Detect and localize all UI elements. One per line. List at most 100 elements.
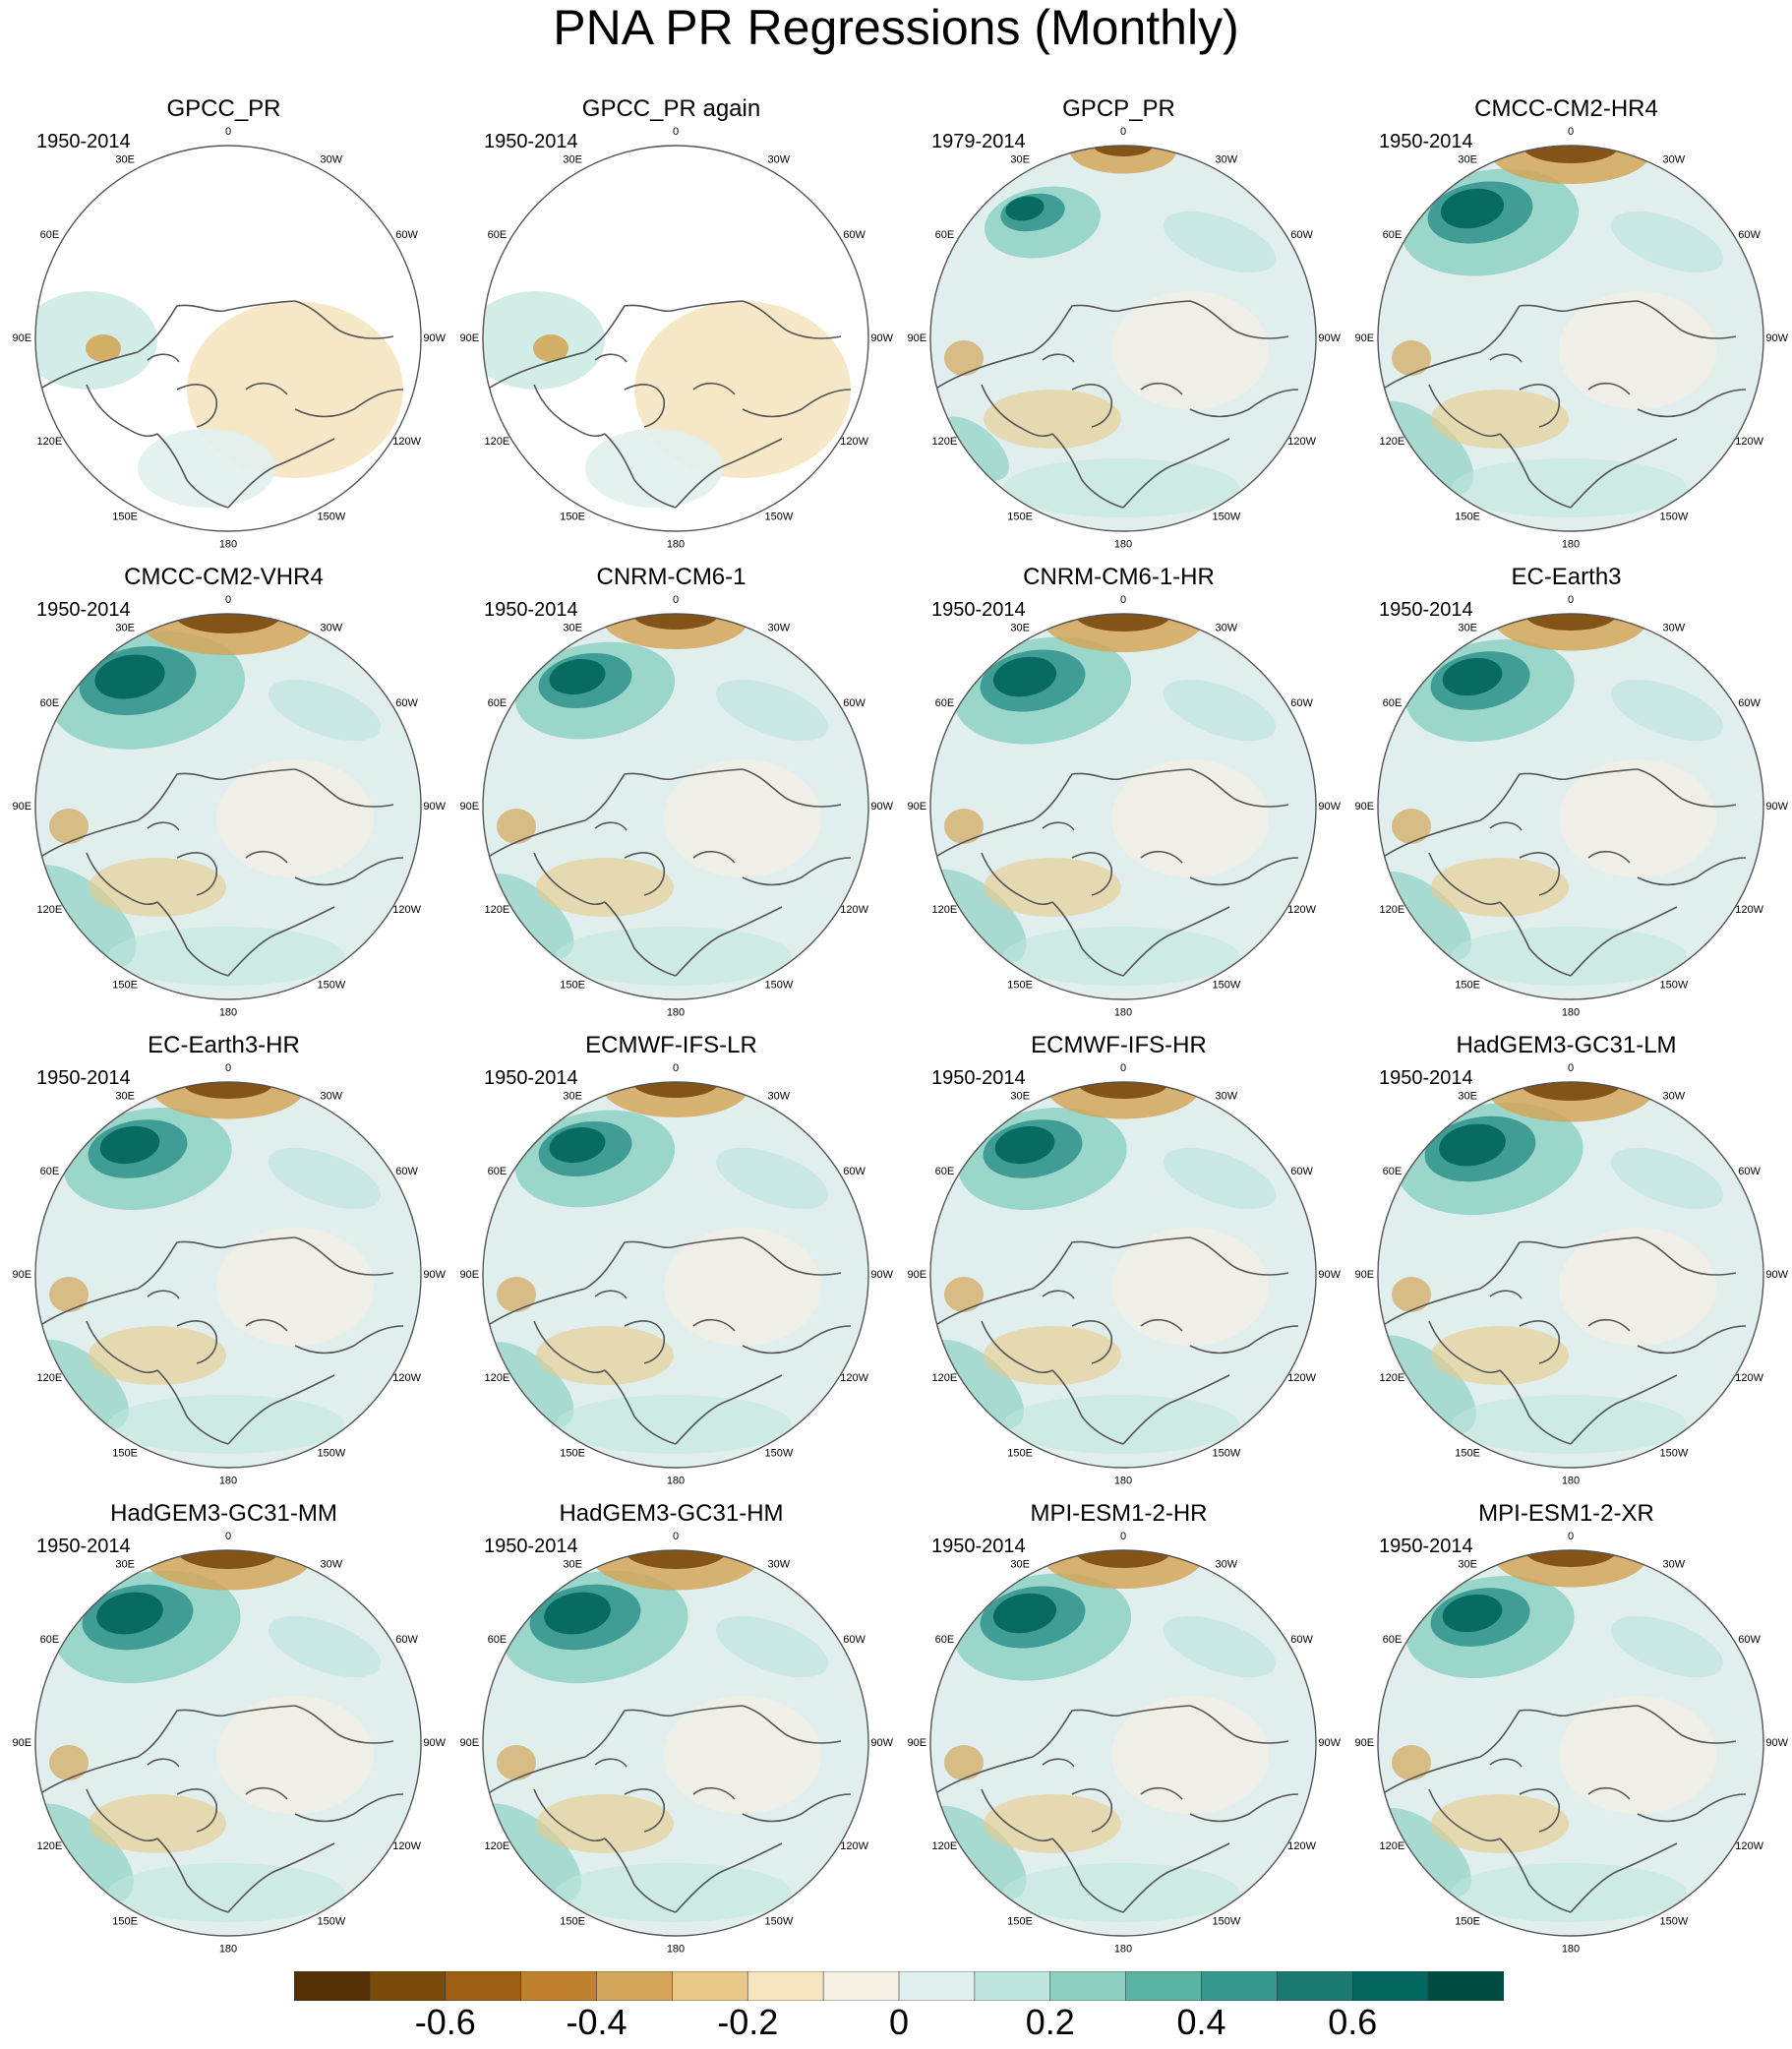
colorbar-swatch — [445, 1971, 522, 2001]
panel-period: 1950-2014 — [1379, 1067, 1473, 1089]
neutral-field — [216, 1696, 374, 1814]
longitude-label: 180 — [1562, 1007, 1580, 1019]
longitude-label: 90E — [459, 332, 479, 344]
coastline — [1428, 852, 1501, 905]
panel-period: 1950-2014 — [1379, 599, 1473, 621]
negative-anomaly — [984, 1794, 1121, 1853]
coastline — [1637, 1325, 1747, 1355]
neutral-field — [216, 759, 374, 877]
coastline — [604, 901, 677, 977]
longitude-label: 0 — [1120, 1062, 1126, 1074]
coastline — [1189, 1793, 1299, 1823]
coastline — [38, 768, 296, 859]
longitude-label: 150W — [1659, 1448, 1688, 1460]
panel-period: 1950-2014 — [931, 1067, 1026, 1089]
longitude-label: 120E — [932, 436, 958, 448]
coastline — [742, 389, 852, 418]
longitude-label: 120W — [392, 436, 421, 448]
longitude-label: 30W — [321, 1558, 343, 1570]
longitude-label: 150E — [560, 980, 585, 992]
coastline — [675, 438, 783, 509]
negative-anomaly — [49, 1745, 89, 1780]
longitude-label: 60E — [1383, 1634, 1403, 1646]
negative-anomaly — [176, 1550, 280, 1569]
longitude-label: 120E — [932, 904, 958, 916]
polar-map: 180 150E 120E 90E 60E 30E 0 30W 60W 90W 120W 150W — [459, 594, 893, 1018]
coastline — [1489, 1290, 1523, 1299]
longitude-label: 30E — [563, 622, 582, 633]
longitude-label: 60E — [488, 1166, 508, 1177]
map-panel: ECMWF-IFS-HR 1950-2014 180 150E 120E 90E 60E 30… — [895, 1031, 1343, 1498]
coastline — [156, 1369, 229, 1445]
coastline — [692, 1318, 736, 1332]
negative-anomaly — [1077, 1082, 1169, 1099]
polar-map: 180 150E 120E 90E 60E 30E 0 30W 60W 90W 120W 150W — [459, 126, 893, 550]
longitude-label: 120E — [485, 1840, 510, 1852]
coastline — [594, 353, 627, 363]
longitude-label: 150E — [560, 512, 585, 523]
positive-anomaly — [715, 1147, 829, 1210]
positive-anomaly — [715, 679, 829, 742]
longitude-label: 150W — [1659, 980, 1688, 992]
coastline — [294, 768, 394, 808]
longitude-label: 30W — [321, 622, 343, 633]
neutral-field — [1559, 759, 1716, 877]
longitude-label: 90E — [907, 1269, 926, 1281]
coastline — [1570, 1842, 1678, 1913]
coastline — [594, 821, 627, 831]
longitude-label: 150E — [1455, 980, 1480, 992]
coastline — [1122, 438, 1230, 509]
colorbar-swatch — [1351, 1971, 1429, 2001]
longitude-label: 0 — [673, 126, 679, 138]
longitude-label: 180 — [667, 1944, 685, 1956]
longitude-label: 60E — [935, 697, 955, 709]
polar-map: 180 150E 120E 90E 60E 30E 0 30W 60W 90W 120W 150W — [12, 1531, 446, 1955]
longitude-label: 90E — [12, 1269, 31, 1281]
colorbar-swatch — [1427, 1971, 1504, 2001]
coastline — [486, 1705, 744, 1795]
map-panel: EC-Earth3 1950-2014 180 150E 120E 90E 60E 30E 0 3… — [1343, 563, 1790, 1030]
longitude-label: 120W — [1287, 436, 1316, 448]
positive-anomaly — [1610, 679, 1724, 742]
positive-anomaly — [94, 654, 165, 699]
polar-map: 180 150E 120E 90E 60E 30E 0 30W 60W 90W 120W 150W — [907, 1062, 1341, 1486]
positive-anomaly — [268, 679, 382, 742]
coastline — [294, 300, 394, 339]
coastline — [604, 1838, 677, 1913]
negative-anomaly — [1392, 809, 1431, 844]
map-panel: EC-Earth3-HR 1950-2014 180 150E 120E 90E 60E 30… — [0, 1031, 448, 1498]
coastline — [227, 906, 335, 977]
longitude-label: 90W — [1765, 1269, 1788, 1281]
coastline — [533, 852, 606, 905]
coastline — [1428, 1788, 1501, 1841]
land-field — [35, 291, 157, 390]
colorbar-swatch — [294, 1971, 371, 2001]
coastline — [1189, 857, 1299, 886]
coastline — [1042, 821, 1075, 831]
negative-anomaly — [984, 390, 1121, 449]
map-field — [483, 1082, 868, 1468]
land-field — [533, 334, 568, 362]
map-field — [483, 146, 868, 531]
longitude-label: 60W — [395, 697, 418, 709]
map-field — [1378, 1550, 1763, 1936]
longitude-label: 180 — [1114, 1007, 1132, 1019]
coastline — [1428, 1320, 1501, 1373]
map-panel: ECMWF-IFS-LR 1950-2014 180 150E 120E 90E 60E 30… — [448, 1031, 895, 1498]
coastline — [742, 857, 852, 886]
longitude-label: 150E — [560, 1916, 585, 1928]
panel-title: HadGEM3-GC31-LM — [1456, 1032, 1677, 1058]
colorbar-swatch — [1277, 1971, 1354, 2001]
longitude-label: 90W — [1765, 332, 1788, 344]
polar-map: 180 150E 120E 90E 60E 30E 0 30W 60W 90W 120W 150W — [907, 1531, 1341, 1955]
coastline — [1637, 300, 1737, 339]
longitude-label: 90E — [12, 801, 31, 813]
coastline — [1519, 1788, 1561, 1833]
longitude-label: 120W — [392, 1372, 421, 1384]
colorbar-swatch — [520, 1971, 598, 2001]
positive-anomaly — [1451, 1863, 1687, 1922]
polar-map: 180 150E 120E 90E 60E 30E 0 30W 60W 90W 120W 150W — [1354, 126, 1788, 550]
longitude-label: 150E — [1455, 512, 1480, 523]
longitude-label: 150E — [112, 1916, 138, 1928]
longitude-label: 90E — [1354, 1737, 1374, 1749]
